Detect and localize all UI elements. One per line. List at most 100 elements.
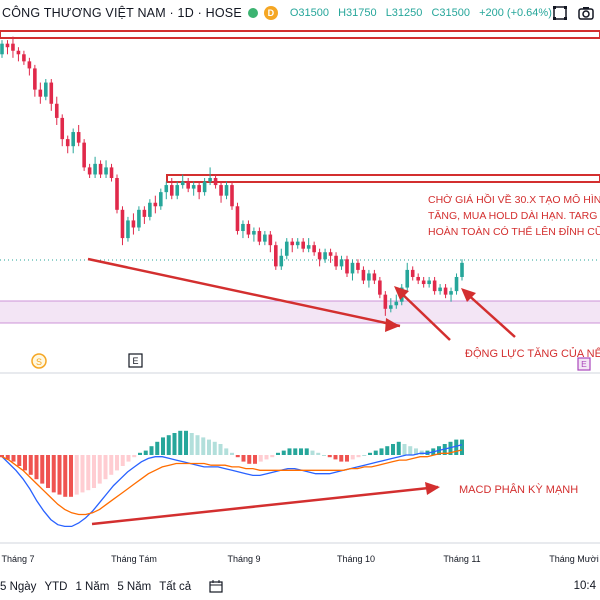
market-status-dot bbox=[247, 8, 258, 18]
candle-arrow-2-head bbox=[461, 288, 476, 302]
top-toolbar bbox=[550, 3, 596, 23]
candle-body bbox=[76, 132, 81, 143]
macd-histogram-bar bbox=[120, 455, 125, 466]
earnings-marker-icon[interactable] bbox=[128, 353, 143, 368]
macd-histogram-bar bbox=[69, 455, 73, 497]
macd-histogram-bar bbox=[379, 448, 384, 455]
macd-histogram-bar bbox=[161, 437, 165, 455]
macd-histogram-bar bbox=[264, 455, 269, 460]
date-range-icon[interactable] bbox=[209, 579, 223, 596]
candle-body bbox=[49, 82, 54, 104]
macd-histogram-bar bbox=[166, 435, 171, 455]
range-all[interactable]: Tất cả bbox=[159, 581, 192, 593]
candle-body bbox=[27, 61, 32, 69]
macd-histogram-bar bbox=[195, 435, 200, 455]
macd-histogram-bar bbox=[402, 444, 407, 455]
x-tick-2: Tháng 9 bbox=[227, 554, 260, 564]
candle-body bbox=[0, 43, 4, 55]
candle-body bbox=[328, 252, 333, 256]
camera-icon[interactable] bbox=[576, 3, 596, 23]
split-marker-icon[interactable] bbox=[31, 353, 47, 369]
candle-body bbox=[60, 117, 65, 140]
candle-body bbox=[257, 231, 262, 242]
macd-histogram-bar bbox=[109, 455, 114, 475]
earnings-marker-future-icon[interactable] bbox=[577, 357, 591, 371]
candle-body bbox=[383, 294, 388, 309]
candle-body bbox=[350, 262, 355, 274]
candle-body bbox=[339, 259, 344, 267]
range-ytd[interactable]: YTD bbox=[44, 581, 68, 593]
candle-body bbox=[454, 276, 459, 292]
candles-group bbox=[0, 36, 464, 316]
macd-histogram-bar bbox=[80, 455, 85, 493]
macd-histogram-bar bbox=[224, 448, 229, 455]
candle-body bbox=[191, 185, 196, 189]
macd-histogram-bar bbox=[235, 455, 240, 458]
candle-body bbox=[460, 262, 464, 277]
low-value: L31250 bbox=[385, 7, 423, 19]
candle-body bbox=[323, 252, 327, 260]
macd-histogram-bar bbox=[212, 441, 217, 455]
price-trendline bbox=[87, 257, 401, 328]
candle-body bbox=[202, 181, 207, 193]
x-tick-5: Tháng Mười bbox=[549, 554, 598, 564]
macd-histogram-bar bbox=[23, 455, 27, 471]
range-1y[interactable]: 1 Năm bbox=[75, 581, 110, 593]
price-chart[interactable]: CHỜ GIÁ HỒI VỀ 30.X TẠO MÔ HÌN TĂNG, MUA… bbox=[0, 0, 600, 574]
macd-histogram-bar bbox=[281, 450, 286, 455]
candle-body bbox=[263, 234, 267, 242]
macd-histogram-bar bbox=[230, 452, 234, 455]
candle-body bbox=[367, 273, 371, 281]
macd-histogram-bar bbox=[287, 448, 292, 455]
candle-body bbox=[219, 185, 223, 196]
macd-histogram-bar bbox=[253, 455, 257, 464]
candle-body bbox=[197, 185, 201, 193]
candle-body bbox=[421, 280, 426, 285]
note-line-2: TĂNG, MUA HOLD DÀI HẠN. TARG bbox=[428, 209, 597, 222]
candle-body bbox=[230, 185, 234, 207]
macd-histogram-bar bbox=[310, 450, 315, 455]
macd-histogram-bar bbox=[28, 455, 33, 475]
macd-histogram-bar bbox=[345, 455, 349, 462]
candle-body bbox=[361, 269, 366, 281]
macd-histogram-bar bbox=[126, 455, 131, 462]
macd-histogram-bar bbox=[408, 446, 413, 455]
macd-histogram-bar bbox=[51, 455, 56, 493]
earnings-marker-label: E bbox=[132, 356, 138, 366]
candle-body bbox=[334, 255, 338, 267]
macd-histogram-bar bbox=[247, 455, 252, 464]
candle-body bbox=[98, 163, 103, 175]
macd-histogram-bar bbox=[460, 439, 464, 455]
candle-body bbox=[246, 223, 251, 235]
ohlc-values: O31500 H31750 L31250 C31500 +200 (+0.64%… bbox=[290, 7, 552, 19]
candle-body bbox=[5, 43, 10, 48]
screenshot-icon[interactable] bbox=[550, 3, 570, 23]
macd-histogram-bar bbox=[63, 455, 68, 497]
macd-histogram-bar bbox=[373, 450, 378, 455]
close-value: C31500 bbox=[431, 7, 471, 19]
candle-body bbox=[164, 185, 169, 193]
macd-histogram-bar bbox=[40, 455, 45, 484]
candle-body bbox=[372, 273, 377, 281]
macd-line bbox=[1, 444, 463, 528]
candle-body bbox=[153, 202, 158, 207]
candle-body bbox=[438, 287, 442, 292]
candle-arrow-1 bbox=[397, 289, 451, 341]
candle-body bbox=[213, 178, 218, 186]
candle-body bbox=[33, 68, 37, 90]
range-5y[interactable]: 5 Năm bbox=[117, 581, 152, 593]
macd-histogram-bar bbox=[201, 437, 206, 455]
macd-histogram-bar bbox=[448, 441, 453, 455]
candle-body bbox=[148, 202, 152, 217]
candle-body bbox=[449, 291, 453, 295]
macd-histogram-bar bbox=[218, 444, 223, 455]
range-5d[interactable]: 5 Ngày bbox=[0, 581, 37, 593]
resistance-mid-box bbox=[166, 174, 600, 183]
split-marker-label: S bbox=[36, 357, 42, 367]
macd-histogram-bar bbox=[74, 455, 79, 495]
symbol-title: CÔNG THƯƠNG VIỆT NAM · 1D · HOSE bbox=[2, 6, 242, 20]
macd-label: MACD PHÂN KỲ MẠNH bbox=[459, 483, 578, 496]
macd-histogram-bar bbox=[132, 455, 137, 458]
candle-body bbox=[224, 185, 229, 196]
candle-body bbox=[312, 245, 316, 253]
